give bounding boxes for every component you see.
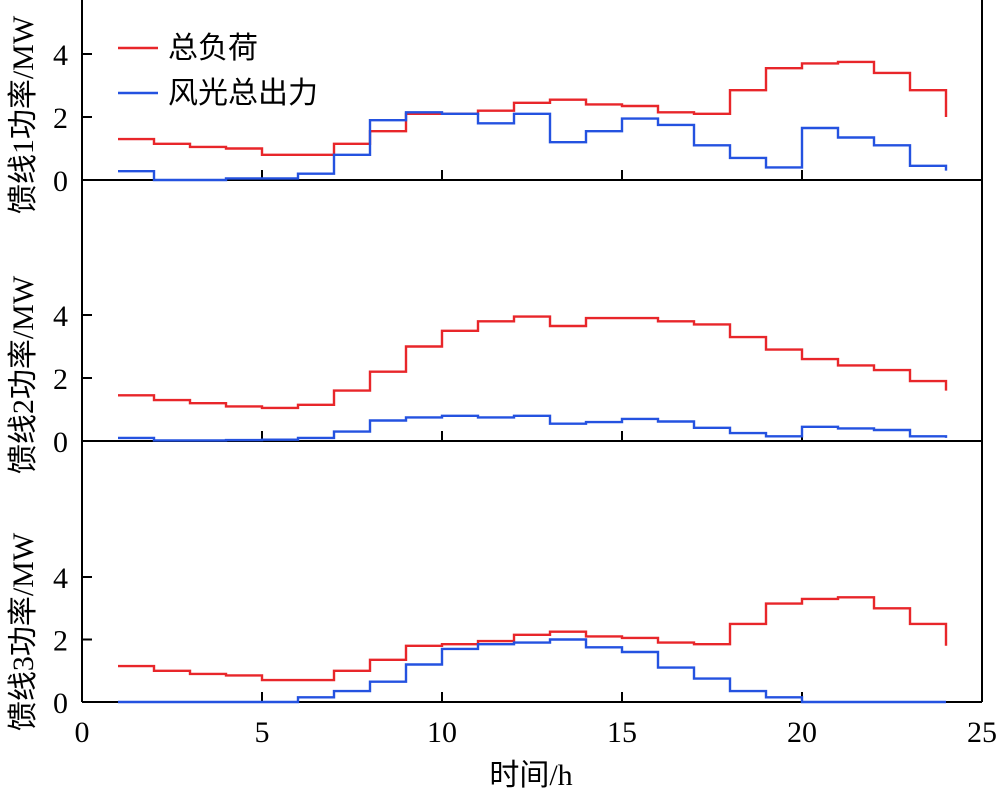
x-tick-label: 25 <box>967 716 997 749</box>
y-tick-label: 2 <box>53 363 68 396</box>
panel-3: 0 2 4 0 5 10 15 20 25 馈线3功率/MW <box>7 441 997 749</box>
x-tick-label: 15 <box>607 716 637 749</box>
y-tick-label: 0 <box>53 687 68 720</box>
series-line-load <box>118 596 948 682</box>
y-tick-label: 4 <box>53 39 68 72</box>
x-tick-label: 20 <box>787 716 817 749</box>
series-line-load <box>118 60 948 156</box>
y-tick-label: 4 <box>53 300 68 333</box>
x-axis-title: 时间/h <box>489 759 572 792</box>
x-tick-label: 0 <box>75 716 90 749</box>
legend-label: 总负荷 <box>168 32 258 65</box>
y-tick-label: 4 <box>53 562 68 595</box>
y-axis-title: 馈线1功率/MW <box>7 15 40 214</box>
series-line-generation <box>118 638 946 704</box>
legend-label: 风光总出力 <box>168 77 318 110</box>
y-axis-title: 馈线2功率/MW <box>7 275 40 474</box>
y-tick-label: 2 <box>53 102 68 135</box>
y-tick-label: 0 <box>53 165 68 198</box>
series-line-load <box>118 315 948 410</box>
x-tick-label: 10 <box>427 716 457 749</box>
series-line-generation <box>118 111 948 182</box>
y-tick-label: 0 <box>53 426 68 459</box>
x-tick-label: 5 <box>255 716 270 749</box>
series-line-generation <box>118 414 948 442</box>
panel-2: 0 2 4 馈线2功率/MW <box>7 180 983 474</box>
y-tick-label: 2 <box>53 625 68 658</box>
y-axis-title: 馈线3功率/MW <box>7 532 40 731</box>
